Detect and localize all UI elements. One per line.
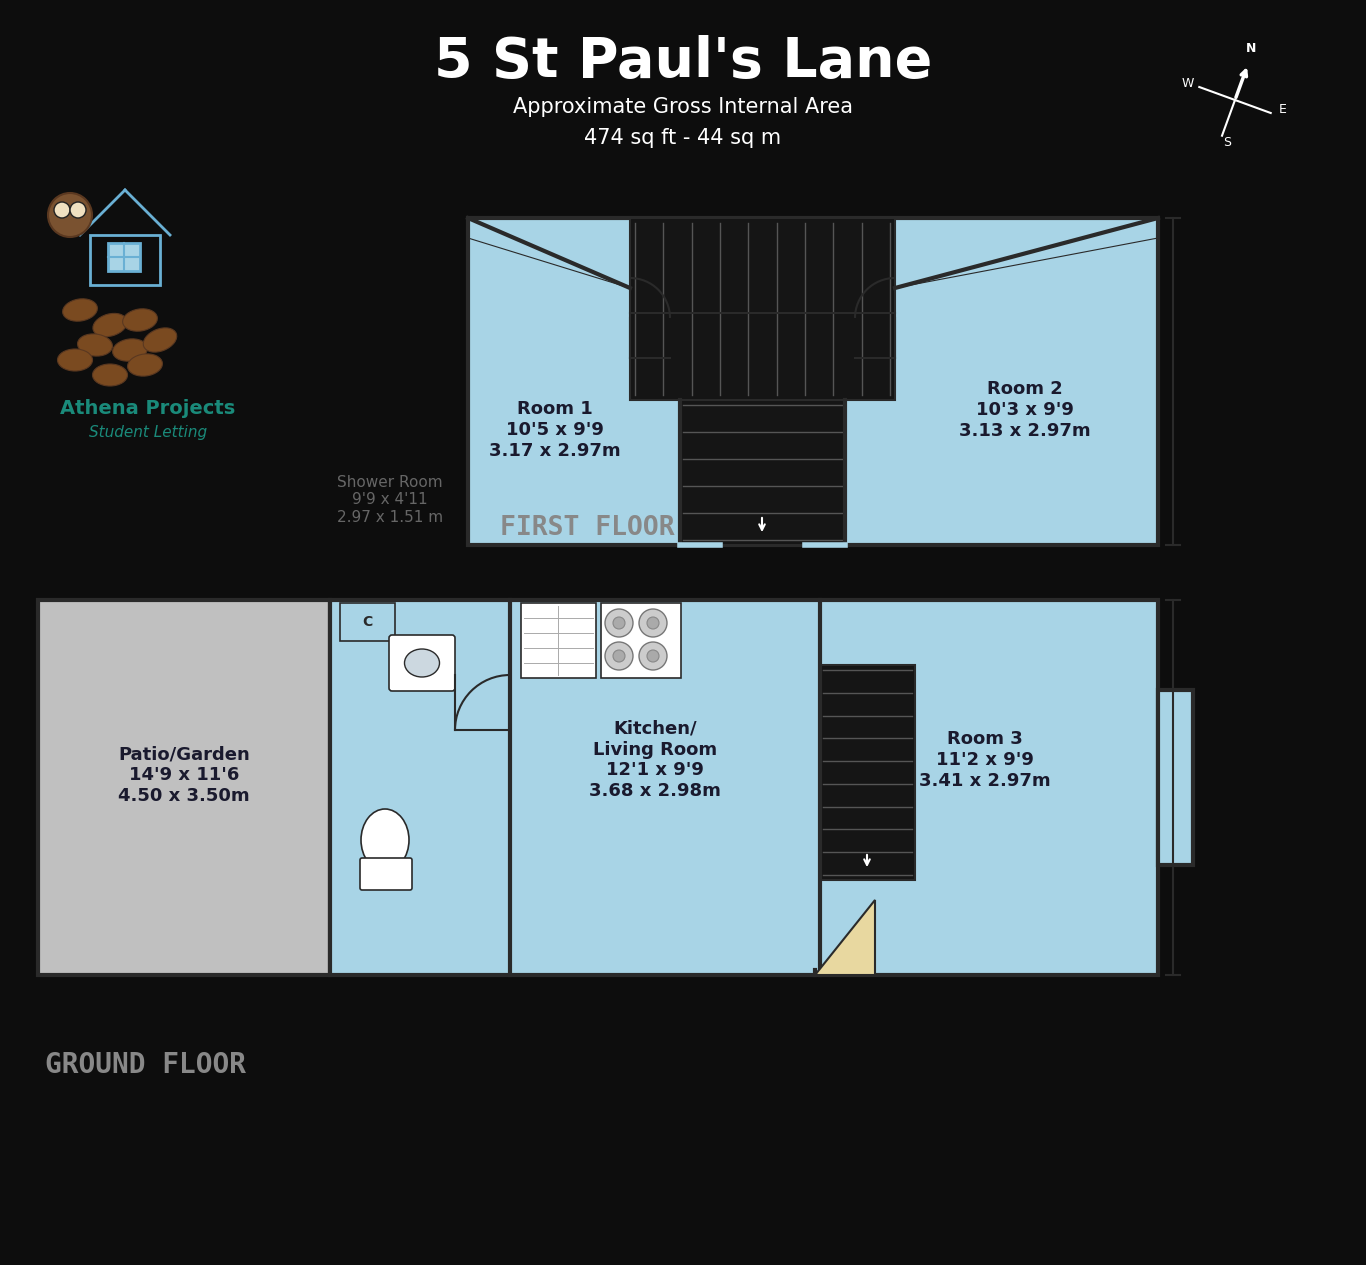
Text: Athena Projects: Athena Projects [60, 398, 235, 417]
Text: N: N [1246, 42, 1257, 56]
Text: Approximate Gross Internal Area: Approximate Gross Internal Area [514, 97, 852, 116]
Text: Student Letting: Student Letting [89, 425, 208, 439]
Circle shape [639, 643, 667, 670]
Text: Shower Room
9'9 x 4'11
2.97 x 1.51 m: Shower Room 9'9 x 4'11 2.97 x 1.51 m [337, 476, 443, 525]
Bar [340, 603, 395, 641]
Text: Patio/Garden
14'9 x 11'6
4.50 x 3.50m: Patio/Garden 14'9 x 11'6 4.50 x 3.50m [117, 745, 250, 805]
Bar [601, 603, 682, 678]
Bar [108, 243, 139, 271]
Circle shape [605, 643, 632, 670]
Ellipse shape [94, 362, 127, 387]
Ellipse shape [143, 329, 178, 352]
Circle shape [613, 617, 626, 629]
Circle shape [647, 617, 658, 629]
Text: 5 St Paul's Lane: 5 St Paul's Lane [434, 35, 932, 89]
Bar [469, 218, 1158, 545]
Text: Room 1
10'5 x 9'9
3.17 x 2.97m: Room 1 10'5 x 9'9 3.17 x 2.97m [489, 400, 620, 459]
Text: GROUND FLOOR: GROUND FLOOR [45, 1051, 246, 1079]
Circle shape [55, 202, 70, 218]
Ellipse shape [63, 299, 97, 321]
Circle shape [70, 202, 86, 218]
Text: 474 sq ft - 44 sq m: 474 sq ft - 44 sq m [585, 128, 781, 148]
FancyBboxPatch shape [389, 635, 455, 691]
Bar [1158, 689, 1193, 865]
Circle shape [48, 194, 92, 237]
Circle shape [605, 608, 632, 638]
Ellipse shape [59, 347, 92, 373]
Text: W: W [1182, 77, 1194, 90]
Ellipse shape [361, 810, 408, 872]
Text: C: C [362, 615, 373, 629]
Bar [38, 600, 331, 975]
Text: Room 3
11'2 x 9'9
3.41 x 2.97m: Room 3 11'2 x 9'9 3.41 x 2.97m [919, 730, 1050, 789]
Ellipse shape [128, 353, 161, 377]
FancyBboxPatch shape [361, 858, 413, 891]
Ellipse shape [93, 314, 127, 336]
Bar [680, 400, 846, 545]
Ellipse shape [404, 649, 440, 677]
Bar [331, 600, 1158, 975]
Text: E: E [1279, 102, 1287, 116]
Ellipse shape [78, 334, 112, 355]
Circle shape [613, 650, 626, 662]
Text: Kitchen/
Living Room
12'1 x 9'9
3.68 x 2.98m: Kitchen/ Living Room 12'1 x 9'9 3.68 x 2… [589, 720, 721, 801]
Text: FIRST FLOOR: FIRST FLOOR [500, 515, 675, 541]
Ellipse shape [113, 338, 148, 362]
Circle shape [639, 608, 667, 638]
Bar [630, 218, 895, 400]
Bar [520, 603, 596, 678]
Text: S: S [1223, 135, 1231, 149]
Bar [630, 218, 895, 288]
Circle shape [647, 650, 658, 662]
Text: Room 2
10'3 x 9'9
3.13 x 2.97m: Room 2 10'3 x 9'9 3.13 x 2.97m [959, 381, 1091, 440]
Ellipse shape [124, 307, 156, 333]
Polygon shape [816, 899, 876, 975]
Bar [820, 665, 915, 880]
